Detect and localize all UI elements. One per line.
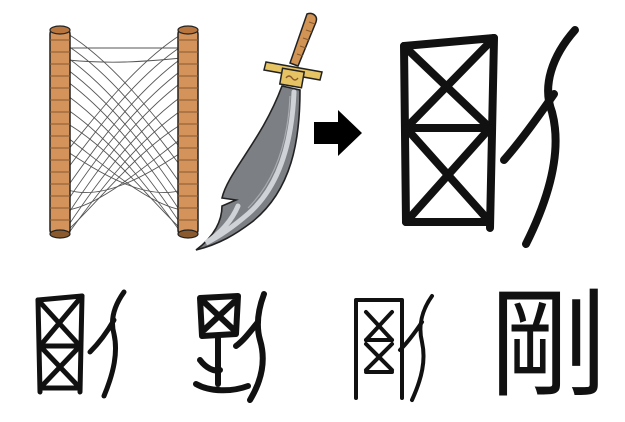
knife-icon [195,12,323,251]
loom-left-post [49,25,71,239]
glyph-seal-script [354,294,434,402]
glyph-bronze-inscription [193,291,267,403]
large-ancient-glyph [400,26,579,248]
glyph-modern-character: 剛 [489,276,607,414]
loom-icon [49,25,199,239]
loom-right-post [177,25,199,239]
right-arrow-icon [314,110,362,156]
loom-threads [67,33,183,235]
glyph-oracle-bone [35,289,127,399]
